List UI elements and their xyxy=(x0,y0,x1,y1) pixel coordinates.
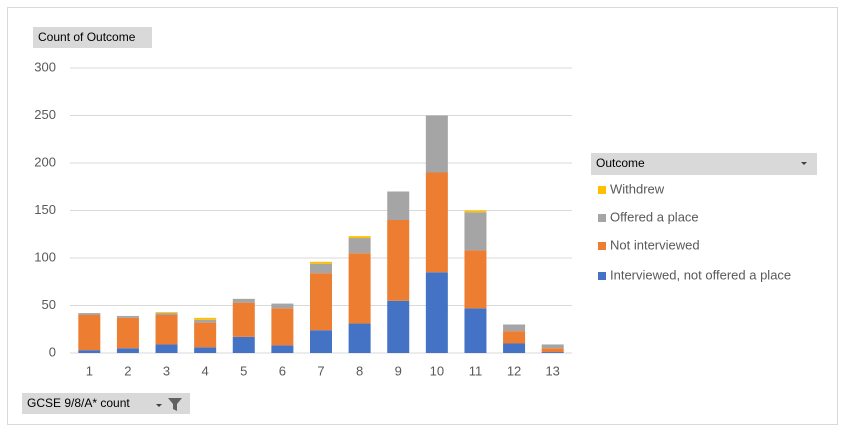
bar-segment xyxy=(232,298,255,303)
legend-label: Interviewed, not offered a place xyxy=(610,267,791,282)
bar-segment xyxy=(78,350,101,353)
x-tick-label: 7 xyxy=(317,363,324,378)
bar-segment xyxy=(155,313,178,315)
y-tick-label: 150 xyxy=(34,202,56,217)
bar-segment xyxy=(348,323,371,353)
y-tick-label: 0 xyxy=(49,344,56,359)
legend-field-button[interactable]: Outcome xyxy=(591,153,817,175)
bar-segment xyxy=(78,315,101,351)
bar-segment xyxy=(348,253,371,324)
bar-segment xyxy=(271,303,294,309)
bar-segment xyxy=(194,347,217,353)
value-field-button[interactable]: Count of Outcome xyxy=(33,27,152,48)
bar-segment xyxy=(541,352,564,353)
y-tick-label: 250 xyxy=(34,107,56,122)
bar-segment xyxy=(155,315,178,345)
x-tick-label: 9 xyxy=(395,363,402,378)
legend-swatch xyxy=(598,272,606,280)
bar-segment xyxy=(348,238,371,254)
x-tick-label: 4 xyxy=(202,363,209,378)
x-tick-label: 1 xyxy=(86,363,93,378)
bar-segment xyxy=(503,331,526,344)
x-tick-label: 5 xyxy=(240,363,247,378)
x-tick-label: 10 xyxy=(430,363,444,378)
bar-segment xyxy=(464,308,487,353)
bar-segment xyxy=(194,319,217,323)
x-tick-label: 11 xyxy=(469,363,483,378)
bar-segment xyxy=(116,315,139,318)
bar-segment xyxy=(425,272,448,353)
bar-segment xyxy=(116,317,139,349)
bar-segment xyxy=(232,336,255,353)
y-tick-label: 300 xyxy=(34,59,56,74)
bar-segment xyxy=(155,344,178,353)
bar-segment xyxy=(464,250,487,309)
bar-segment xyxy=(232,302,255,337)
bar-segment xyxy=(541,344,564,349)
legend-swatch xyxy=(598,214,606,222)
bar-segment xyxy=(116,348,139,353)
button-label: Count of Outcome xyxy=(38,30,136,44)
bar-segment xyxy=(78,313,101,315)
bar-segment xyxy=(310,261,332,264)
legend-swatch xyxy=(598,242,606,250)
x-tick-label: 8 xyxy=(356,363,363,378)
button-label: GCSE 9/8/A* count xyxy=(27,396,130,410)
bar-segment xyxy=(194,317,217,320)
filter-icon xyxy=(168,398,182,411)
x-tick-label: 3 xyxy=(163,363,170,378)
bar-segment xyxy=(310,330,332,353)
bar-segment xyxy=(271,345,294,353)
chart-frame xyxy=(7,7,838,425)
x-tick-label: 12 xyxy=(507,363,521,378)
bar-segment xyxy=(503,324,526,332)
legend-swatch xyxy=(598,186,606,194)
y-tick-label: 50 xyxy=(42,297,56,312)
x-tick-label: 2 xyxy=(124,363,131,378)
bar-segment xyxy=(425,115,448,173)
bar-segment xyxy=(464,210,487,213)
bar-segment xyxy=(387,191,410,220)
button-bg xyxy=(591,153,817,175)
bar-segment xyxy=(464,212,487,251)
bar-segment xyxy=(271,308,294,346)
bar-segment xyxy=(387,220,410,301)
x-tick-label: 13 xyxy=(545,363,559,378)
bar-segment xyxy=(387,300,410,353)
legend-label: Withdrew xyxy=(610,181,665,196)
bar-segment xyxy=(310,273,332,331)
bar-segment xyxy=(155,312,178,314)
button-bg xyxy=(33,27,152,48)
bar-segment xyxy=(503,343,526,353)
button-bg xyxy=(22,393,190,414)
x-tick-label: 6 xyxy=(279,363,286,378)
bar-segment xyxy=(194,322,217,348)
y-tick-label: 100 xyxy=(34,249,56,264)
bar-segment xyxy=(348,236,371,239)
legend-label: Offered a place xyxy=(610,209,699,224)
bar-segment xyxy=(425,172,448,273)
dropdown-icon xyxy=(156,404,162,407)
bar-segment xyxy=(541,348,564,353)
axis-field-button[interactable]: GCSE 9/8/A* count xyxy=(22,393,190,414)
legend-label: Not interviewed xyxy=(610,237,700,252)
dropdown-icon xyxy=(801,162,807,165)
button-label: Outcome xyxy=(596,156,645,170)
y-tick-label: 200 xyxy=(34,154,56,169)
bar-segment xyxy=(310,263,332,274)
